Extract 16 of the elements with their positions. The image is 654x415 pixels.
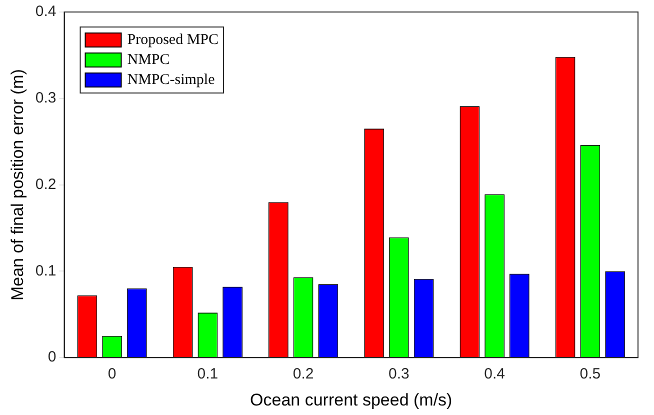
x-tick-label: 0.5 (580, 366, 601, 383)
y-axis-title: Mean of final position error (m) (8, 69, 27, 301)
legend-label: NMPC (127, 52, 170, 68)
y-tick-label: 0 (48, 348, 56, 366)
x-tick-label: 0 (108, 366, 116, 383)
y-tick-label: 0.4 (35, 3, 56, 20)
x-tick-label: 0.2 (292, 366, 314, 383)
x-axis-title: Ocean current speed (m/s) (250, 390, 452, 410)
legend-label: NMPC-simple (127, 72, 216, 88)
y-tick-label: 0.2 (35, 176, 56, 193)
y-tick-label: 0.3 (35, 90, 56, 107)
x-tick-label: 0.4 (484, 366, 505, 383)
x-tick-label: 0.1 (197, 366, 218, 383)
y-tick-label: 0.1 (35, 262, 56, 280)
legend-label: Proposed MPC (127, 32, 219, 48)
x-tick-label: 0.3 (388, 366, 410, 383)
